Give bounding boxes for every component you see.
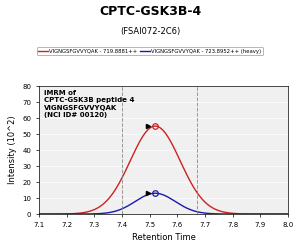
X-axis label: Retention Time: Retention Time bbox=[132, 233, 195, 242]
Text: iMRM of
CPTC-GSK3B peptide 4
VIGNGSFGVVYQAK
(NCI ID# 00120): iMRM of CPTC-GSK3B peptide 4 VIGNGSFGVVY… bbox=[44, 90, 134, 118]
Legend: VIGNGSFGVVYQAK - 719.8881++, VIGNGSFGVVYQAK - 723.8952++ (heavy): VIGNGSFGVVYQAK - 719.8881++, VIGNGSFGVVY… bbox=[37, 47, 263, 55]
Text: (FSAI072-2C6): (FSAI072-2C6) bbox=[120, 27, 180, 36]
Y-axis label: Intensity (10^2): Intensity (10^2) bbox=[8, 116, 17, 184]
Text: CPTC-GSK3B-4: CPTC-GSK3B-4 bbox=[99, 5, 201, 18]
